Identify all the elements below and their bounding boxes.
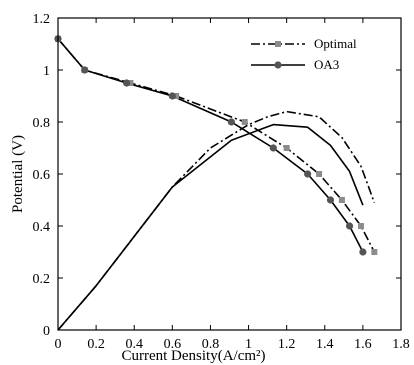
data-point-oa3-polarization-9 [359,248,367,256]
legend: Optimal OA3 [251,36,357,72]
y-tick-label: 1 [43,64,50,79]
y-tick-label: 0.6 [33,168,51,183]
y-tick-label: 0.4 [33,220,51,235]
data-point-optimal-polarization-2 [127,80,134,86]
x-tick-label: 1.2 [278,337,296,352]
marker-layer [54,35,378,256]
y-tick-label: 1.2 [33,12,51,27]
data-point-optimal-polarization-3 [173,93,180,99]
x-axis-title: Current Density(A/cm²) [121,348,265,364]
x-tick-label: 0.8 [202,337,220,352]
x-tick-label: 0 [55,337,62,352]
data-point-optimal-polarization-6 [316,171,323,177]
data-point-oa3-polarization-5 [269,144,277,152]
legend-optimal-label: Optimal [314,36,357,51]
data-point-optimal-polarization-4 [241,119,248,125]
y-tick-label: 0 [43,324,50,339]
x-tick-label: 0.6 [164,337,182,352]
x-tick-label: 0.2 [87,337,105,352]
data-point-optimal-polarization-8 [357,223,364,229]
y-tick-label: 0.2 [33,272,51,287]
data-point-oa3-polarization-3 [168,92,176,100]
x-tick-label: 1 [245,337,252,352]
plot-area [58,18,401,330]
data-point-optimal-polarization-7 [338,197,345,203]
data-point-oa3-polarization-8 [345,222,354,230]
x-tick-label: 1.6 [354,337,372,352]
series-layer [57,38,376,331]
x-tick-label: 0.4 [125,337,143,352]
y-tick-label: 0.8 [33,116,51,131]
data-point-optimal-polarization-5 [283,145,290,151]
x-tick-label: 1.4 [316,337,334,352]
data-point-optimal-polarization-9 [371,249,378,255]
data-point-oa3-polarization-2 [123,79,131,87]
data-point-oa3-polarization-7 [326,196,335,204]
series-line-oa3-power [57,123,364,331]
data-point-oa3-polarization-1 [81,66,89,74]
series-line-oa3-polarization [57,38,364,253]
legend-optimal-marker [275,41,281,47]
data-point-oa3-polarization-6 [304,170,312,178]
legend-oa3-marker [274,61,282,69]
legend-oa3-label: OA3 [314,57,339,72]
plot-background [58,18,401,330]
y-axis-title: Potential (V) [10,135,26,213]
x-tick-label: 1.8 [392,337,410,352]
data-point-oa3-polarization-4 [227,118,236,126]
axes: 0 0.2 0.4 0.6 0.8 1 1.2 1.4 1.6 1.8 0 0.2 0.4 0.6 0.8 1… [33,12,410,352]
